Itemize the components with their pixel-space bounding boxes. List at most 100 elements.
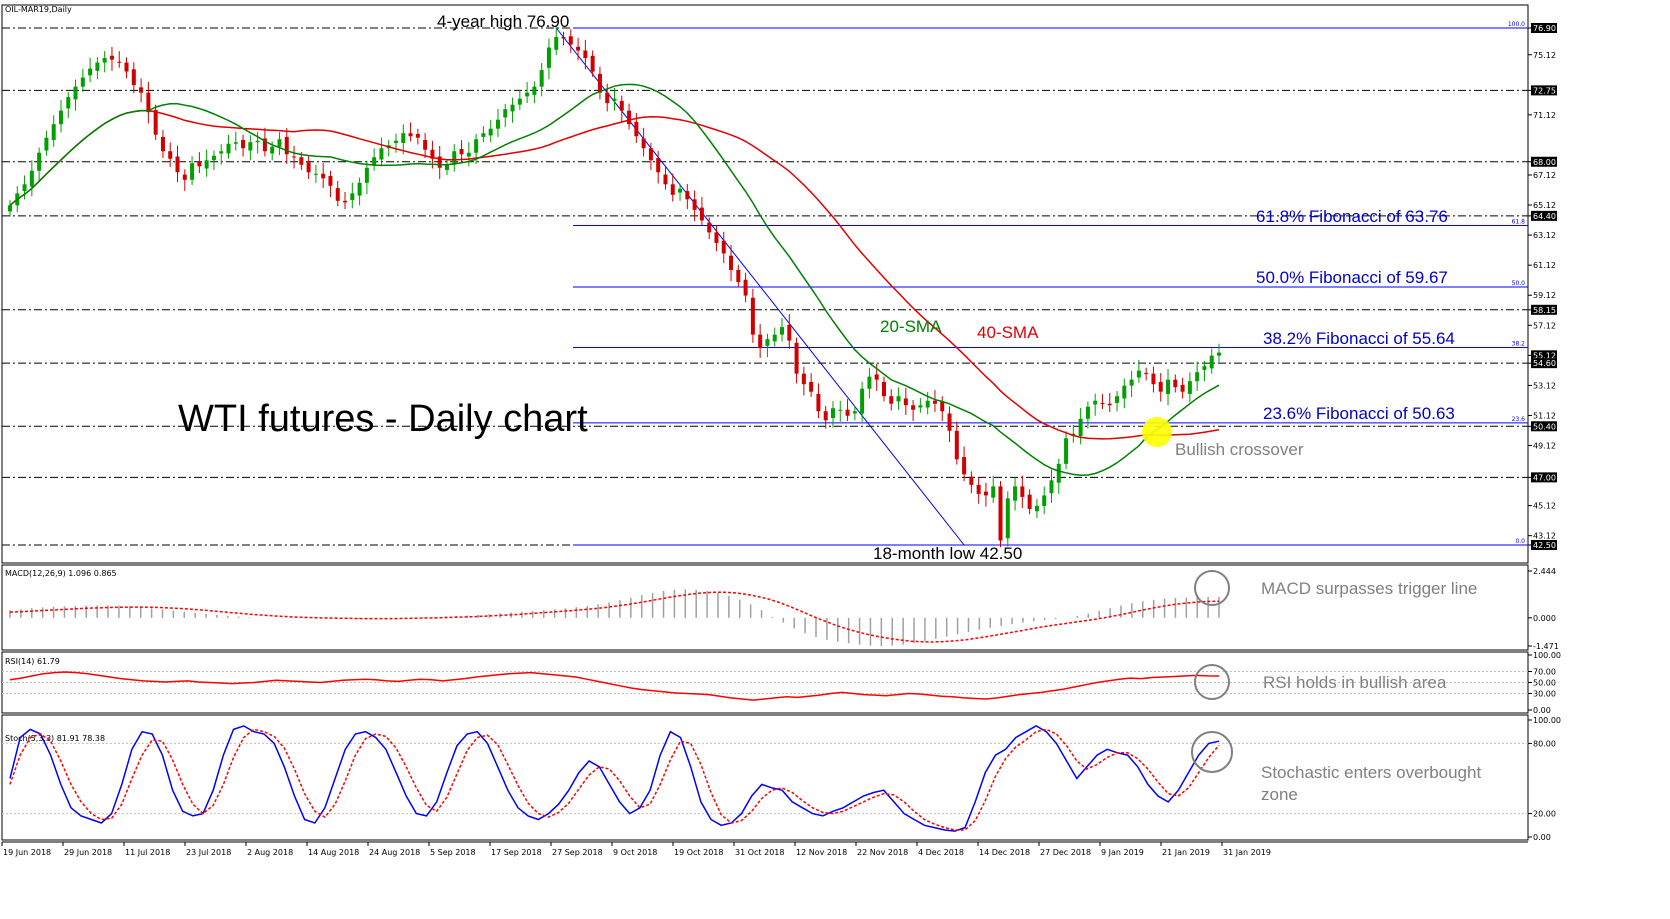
fib-level-label: 50.0: [1512, 280, 1526, 287]
rsi-line: [9, 671, 1220, 701]
price-tag-label: 47.00: [1533, 473, 1556, 482]
candle-body: [262, 138, 267, 152]
candle-body: [131, 69, 136, 86]
price-tag-bg: [1531, 350, 1557, 361]
candle-body: [721, 240, 726, 254]
fib618-annotation: 61.8% Fibonacci of 63.76: [1256, 207, 1448, 226]
fib-level-label: 0.0: [1515, 538, 1525, 545]
candle-body: [1020, 486, 1025, 497]
candle-body: [918, 405, 923, 408]
candle-body: [168, 151, 173, 159]
x-axis-label: 21 Jan 2019: [1162, 848, 1210, 857]
candle-body: [685, 191, 690, 200]
candle-body: [474, 139, 479, 153]
candle-body: [590, 55, 595, 72]
candle-body: [1136, 370, 1141, 378]
macd-annotation: MACD surpasses trigger line: [1261, 579, 1477, 598]
candle-body: [794, 342, 799, 374]
x-axis-label: 2 Aug 2018: [247, 848, 293, 857]
trend-line: [555, 27, 965, 546]
candle-body: [175, 156, 180, 173]
macd-highlight-circle: [1194, 570, 1230, 606]
candle-body: [823, 411, 828, 421]
price-tag-label: 54.60: [1533, 359, 1556, 368]
crossover-marker: [1142, 417, 1172, 447]
candle-body: [1122, 385, 1127, 399]
candle-body: [976, 484, 981, 494]
candle-body: [714, 232, 719, 243]
candle-body: [1027, 494, 1032, 509]
candle-body: [1056, 463, 1061, 483]
price-tag-label: 55.12: [1533, 351, 1556, 360]
price-axis-label: 59.12: [1533, 291, 1556, 300]
candle-body: [532, 86, 537, 95]
x-axis-label: 5 Sep 2018: [430, 848, 476, 857]
candle-body: [1085, 406, 1090, 419]
candle-body: [699, 207, 704, 221]
sma20-label: 20-SMA: [880, 317, 942, 336]
candle-body: [1034, 505, 1039, 512]
candle-body: [845, 409, 850, 416]
candle-body: [29, 170, 34, 187]
price-axis-label: 61.12: [1533, 261, 1556, 270]
x-axis-label: 19 Oct 2018: [674, 848, 723, 857]
macd-signal-line: [9, 591, 1220, 643]
candle-body: [357, 182, 362, 196]
candle-body: [736, 269, 741, 282]
price-axis-label: 63.12: [1533, 231, 1556, 240]
candle-body: [809, 381, 814, 392]
candle-body: [852, 411, 857, 414]
candle-body: [306, 162, 311, 173]
candle-body: [408, 133, 413, 137]
candle-body: [1093, 400, 1098, 405]
candle-body: [80, 77, 85, 87]
candle-body: [947, 413, 952, 431]
x-axis-label: 27 Dec 2018: [1040, 848, 1091, 857]
stoch-d-line: [9, 728, 1220, 831]
candle-body: [255, 140, 260, 143]
price-tag-label: 68.00: [1533, 158, 1556, 167]
candle-body: [612, 98, 617, 101]
rsi-axis-label: 100.00: [1533, 651, 1561, 660]
rsi-highlight-circle: [1194, 664, 1230, 700]
fib-level-label: 61.8: [1512, 218, 1526, 225]
price-panel-frame: [1, 4, 1529, 564]
fib236-annotation: 23.6% Fibonacci of 50.63: [1263, 404, 1455, 423]
candle-body: [801, 373, 806, 385]
fib-level-label: 23.6: [1512, 416, 1526, 423]
candle-body: [372, 157, 377, 166]
x-axis-label: 24 Aug 2018: [369, 848, 420, 857]
macd-panel-frame: [1, 564, 1529, 651]
fib382-annotation: 38.2% Fibonacci of 55.64: [1263, 329, 1455, 348]
candle-body: [423, 139, 428, 150]
candle-body: [22, 184, 27, 192]
candle-body: [670, 184, 675, 195]
candle-body: [1158, 381, 1163, 392]
candle-body: [379, 148, 384, 160]
candle-body: [95, 62, 100, 71]
price-tag-bg: [1531, 540, 1557, 550]
candle-body: [495, 119, 500, 129]
x-axis-label: 27 Sep 2018: [552, 848, 603, 857]
candle-body: [488, 128, 493, 136]
candle-body: [394, 140, 399, 143]
x-axis-label: 17 Sep 2018: [491, 848, 542, 857]
stoch-annotation-line1: Stochastic enters overbought: [1261, 763, 1481, 782]
candle-body: [991, 486, 996, 498]
candle-body: [1144, 372, 1149, 374]
candle-body: [546, 47, 551, 68]
candle-body: [510, 104, 515, 112]
candle-body: [58, 110, 63, 125]
candle-body: [117, 61, 122, 63]
price-tag-label: 64.40: [1533, 212, 1556, 221]
candle-body: [554, 37, 559, 50]
candle-body: [605, 92, 610, 104]
candle-body: [88, 68, 93, 76]
candle-body: [233, 142, 238, 144]
candle-body: [692, 199, 697, 210]
candle-body: [780, 327, 785, 335]
candle-body: [1180, 384, 1185, 392]
price-tag-label: 42.50: [1533, 541, 1556, 550]
candle-body: [539, 70, 544, 87]
